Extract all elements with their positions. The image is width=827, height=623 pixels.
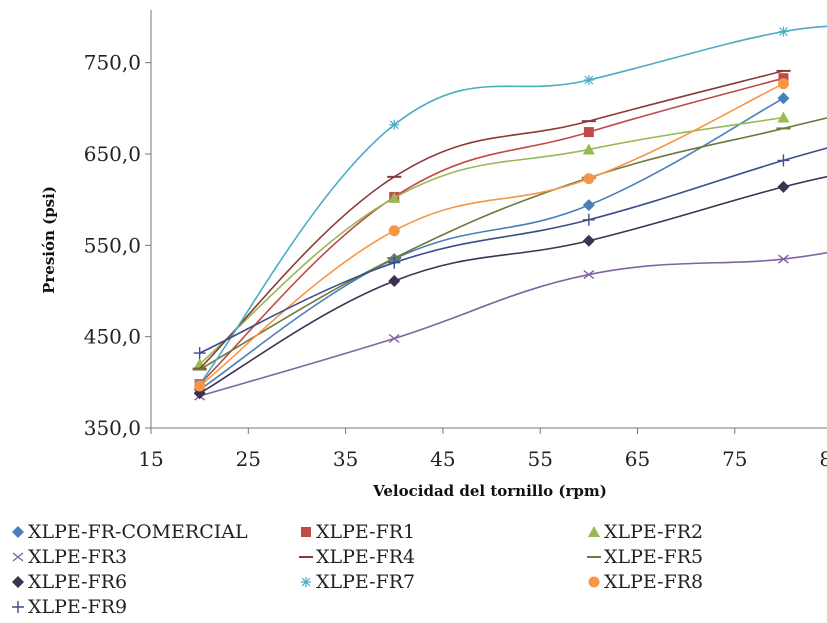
data-point — [583, 127, 594, 138]
y-tick-label: 350,0 — [84, 416, 141, 440]
y-tick-label: 650,0 — [84, 142, 141, 166]
legend-item: XLPE-FR3 — [12, 546, 127, 568]
legend-item: XLPE-FR8 — [588, 571, 703, 593]
series-line — [199, 147, 827, 354]
legend-label: XLPE-FR8 — [604, 571, 703, 593]
data-point — [777, 180, 790, 193]
legend-item: XLPE-FR6 — [12, 571, 127, 593]
series-line — [199, 175, 827, 394]
y-tick-label: 550,0 — [84, 233, 141, 257]
series-line — [199, 82, 784, 387]
x-tick-label: 75 — [722, 447, 747, 471]
legend-label: XLPE-FR7 — [316, 571, 415, 593]
series-line — [199, 116, 784, 365]
data-point — [582, 234, 595, 247]
data-point — [582, 199, 595, 212]
legend-item: XLPE-FR7 — [301, 571, 415, 593]
series-line — [199, 97, 784, 391]
x-tick-label: 25 — [236, 447, 261, 471]
x-axis-label: Velocidad del tornillo (rpm) — [372, 482, 607, 500]
legend-label: XLPE-FR5 — [604, 546, 703, 568]
x-tick-label: 15 — [138, 447, 163, 471]
legend-label: XLPE-FR9 — [28, 596, 127, 618]
data-point — [194, 380, 206, 392]
data-point — [388, 333, 400, 344]
chart-axes: 350,0 450,0 550,0 650,0 750,0 15 25 35 45 55 65 75 8… — [84, 10, 827, 471]
legend-label: XLPE-FR6 — [28, 571, 127, 593]
series-xlpe-fr5 — [192, 117, 827, 371]
series-line — [199, 77, 784, 385]
legend-label: XLPE-FR3 — [28, 546, 127, 568]
legend-item: XLPE-FR5 — [587, 546, 703, 568]
series-xlpe-fr4 — [192, 69, 791, 370]
data-point — [388, 191, 401, 203]
data-point — [778, 254, 789, 264]
chart-legend: XLPE-FR-COMERCIAL XLPE-FR1 XLPE-FR2 XLPE-FR… — [12, 521, 703, 618]
series-line — [199, 117, 827, 371]
x-tick-label: 85 — [819, 447, 827, 471]
legend-marker — [12, 576, 24, 588]
data-point — [778, 26, 789, 37]
data-point — [388, 274, 401, 287]
series-line — [199, 70, 784, 370]
series-xlpe-fr8 — [194, 78, 789, 392]
legend-marker — [12, 552, 24, 562]
legend-label: XLPE-FR4 — [316, 546, 415, 568]
data-point — [583, 75, 594, 86]
legend-marker — [12, 526, 24, 538]
legend-item: XLPE-FR4 — [299, 546, 415, 568]
data-point — [388, 225, 400, 237]
series-xlpe-fr2 — [193, 111, 790, 370]
series-line — [199, 251, 827, 397]
data-point — [193, 347, 206, 360]
data-point — [777, 78, 789, 90]
data-point — [583, 270, 595, 280]
legend-item: XLPE-FR-COMERCIAL — [12, 521, 248, 543]
series-xlpe-fr3 — [194, 251, 827, 401]
legend-marker — [301, 527, 311, 537]
x-tick-label: 55 — [527, 447, 552, 471]
chart-series-group — [192, 25, 827, 401]
y-tick-label: 450,0 — [84, 325, 141, 349]
x-tick-label: 45 — [430, 447, 455, 471]
legend-label: XLPE-FR2 — [604, 521, 703, 543]
legend-marker — [588, 526, 600, 537]
y-tick-label: 750,0 — [84, 51, 141, 75]
x-tick-label: 65 — [625, 447, 650, 471]
legend-item: XLPE-FR2 — [588, 521, 703, 543]
data-point — [777, 92, 790, 105]
series-xlpe-fr1 — [194, 73, 789, 390]
legend-label: XLPE-FR-COMERCIAL — [28, 521, 248, 543]
data-point — [388, 256, 401, 269]
data-point — [582, 143, 595, 155]
legend-marker — [588, 576, 600, 588]
legend-label: XLPE-FR1 — [316, 521, 415, 543]
legend-marker — [12, 601, 24, 613]
series-xlpe-fr6 — [193, 175, 827, 400]
data-point — [777, 154, 790, 167]
data-point — [582, 213, 595, 226]
legend-item: XLPE-FR9 — [12, 596, 127, 618]
y-axis-label: Presión (psi) — [40, 186, 58, 294]
legend-item: XLPE-FR1 — [301, 521, 415, 543]
data-point — [583, 173, 595, 185]
legend-marker — [301, 577, 311, 587]
data-point — [389, 119, 400, 130]
data-point — [777, 111, 790, 123]
series-xlpe-fr9 — [193, 147, 827, 360]
series-xlpe-fr7 — [194, 25, 827, 390]
x-tick-label: 35 — [333, 447, 358, 471]
